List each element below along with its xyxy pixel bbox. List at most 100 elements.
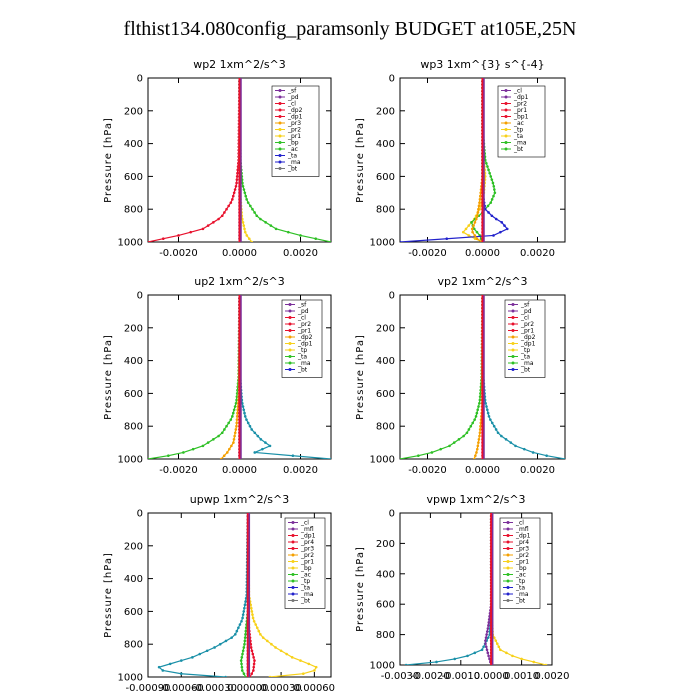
legend-label: _pr1	[520, 328, 534, 335]
series-marker	[487, 624, 490, 627]
y-tick-label: 600	[124, 607, 143, 618]
legend-label: _pr1	[513, 107, 527, 114]
legend-label: _sf	[520, 302, 530, 309]
series-line	[148, 78, 241, 242]
series-marker	[490, 178, 494, 181]
series-marker	[243, 227, 246, 231]
y-axis-label: Pressure [hPa]	[355, 334, 366, 420]
legend-box	[284, 517, 326, 609]
legend-marker	[291, 521, 295, 524]
series-marker	[227, 421, 230, 425]
chart-panel-5: vpwp 1xm^2/s^302004006008001000-0.0030-0…	[355, 493, 570, 682]
plot-frame	[399, 512, 553, 666]
series-marker	[475, 217, 478, 221]
series-marker	[492, 194, 495, 198]
series-marker	[270, 642, 273, 646]
x-tick-label: 0.0000	[474, 671, 509, 682]
series-marker	[241, 649, 245, 653]
legend-marker	[291, 566, 295, 570]
x-tick-label: -0.0020	[159, 248, 198, 259]
series-marker	[161, 669, 165, 672]
series-marker	[435, 660, 438, 664]
x-tick-label: 0.0010	[504, 671, 539, 682]
series-marker	[487, 415, 491, 418]
series-marker	[235, 178, 239, 181]
series-marker	[231, 194, 235, 198]
series-marker	[182, 451, 185, 454]
chart-panel-3: vp2 1xm^2/s^3 0 200 400 600 800 1000 -0.0020 0.0…	[355, 275, 566, 476]
series-marker	[499, 230, 502, 234]
series-marker	[257, 629, 261, 633]
plot-area	[404, 513, 548, 665]
legend-label: _cl	[297, 315, 306, 322]
series-marker	[471, 421, 475, 425]
series-marker	[509, 441, 513, 444]
series-marker	[478, 398, 482, 402]
legend-label: _pr4	[515, 539, 529, 546]
legend-marker	[506, 599, 510, 602]
legend-label: _bt	[300, 598, 311, 605]
legend-label: _bp	[515, 565, 527, 572]
series-marker	[198, 652, 202, 656]
series-marker	[148, 240, 150, 242]
series-marker	[500, 221, 504, 224]
series-marker	[241, 652, 244, 656]
legend-label: _ma	[520, 360, 534, 367]
series-marker	[253, 659, 256, 662]
legend-label: _pr2	[287, 127, 301, 134]
legend-marker	[511, 355, 515, 358]
series-marker	[477, 441, 480, 444]
chart-panel-0: wp2 1xm^2/s^3 0 200 400 600 800 1000 -0.0020 0.0…	[103, 58, 332, 259]
series-marker	[493, 188, 496, 191]
series-marker	[252, 619, 256, 623]
series-marker	[457, 438, 461, 441]
legend: _cl_dp1_pr2_pr1_bp1_ac_tp_ta_ma_bt	[497, 85, 546, 158]
series-marker	[473, 418, 476, 421]
series-marker	[486, 651, 490, 655]
legend-label: _pr2	[515, 552, 529, 559]
legend-label: _bp	[300, 565, 312, 572]
legend-label: _pr2	[297, 321, 311, 328]
legend-marker	[504, 95, 508, 99]
series-marker	[234, 184, 238, 188]
legend-marker	[504, 102, 508, 105]
series-marker	[490, 214, 494, 218]
y-tick-label: 1000	[370, 661, 395, 672]
series-marker	[484, 639, 487, 642]
series-marker	[487, 621, 491, 624]
legend-marker	[278, 167, 282, 170]
legend-marker	[278, 154, 282, 157]
series-marker	[264, 221, 267, 224]
series-marker	[250, 240, 253, 242]
series-marker	[218, 642, 222, 646]
x-tick-label: 0.0000	[465, 248, 500, 259]
series-marker	[245, 234, 249, 237]
legend-label: _ta	[520, 354, 530, 361]
series-marker	[313, 669, 316, 672]
series-marker	[486, 165, 489, 168]
series-marker	[259, 217, 262, 221]
y-tick-label: 400	[376, 356, 395, 367]
series-marker	[231, 415, 234, 418]
series-marker	[452, 441, 456, 444]
legend-label: _ac	[287, 146, 298, 153]
series-marker	[240, 662, 243, 666]
series-marker	[472, 227, 476, 231]
series-marker	[486, 204, 490, 208]
series-marker	[478, 198, 482, 201]
y-tick-label: 200	[376, 323, 395, 334]
legend: _cl_mfl_dp1_pr4_pr3_pr2_pr1_bp_ac_tp_ta_…	[284, 517, 326, 609]
legend-label: _sf	[297, 302, 307, 309]
series-marker	[250, 672, 253, 676]
series-marker	[241, 184, 245, 188]
series-marker	[236, 171, 239, 175]
legend-label: _ta	[515, 585, 525, 592]
legend-label: _mfl	[515, 526, 529, 533]
series-marker	[242, 224, 246, 227]
legend-marker	[506, 579, 510, 583]
x-tick-label: -0.0020	[408, 248, 447, 259]
series-marker	[544, 663, 548, 665]
series-marker	[235, 424, 238, 428]
series-marker	[478, 428, 482, 431]
